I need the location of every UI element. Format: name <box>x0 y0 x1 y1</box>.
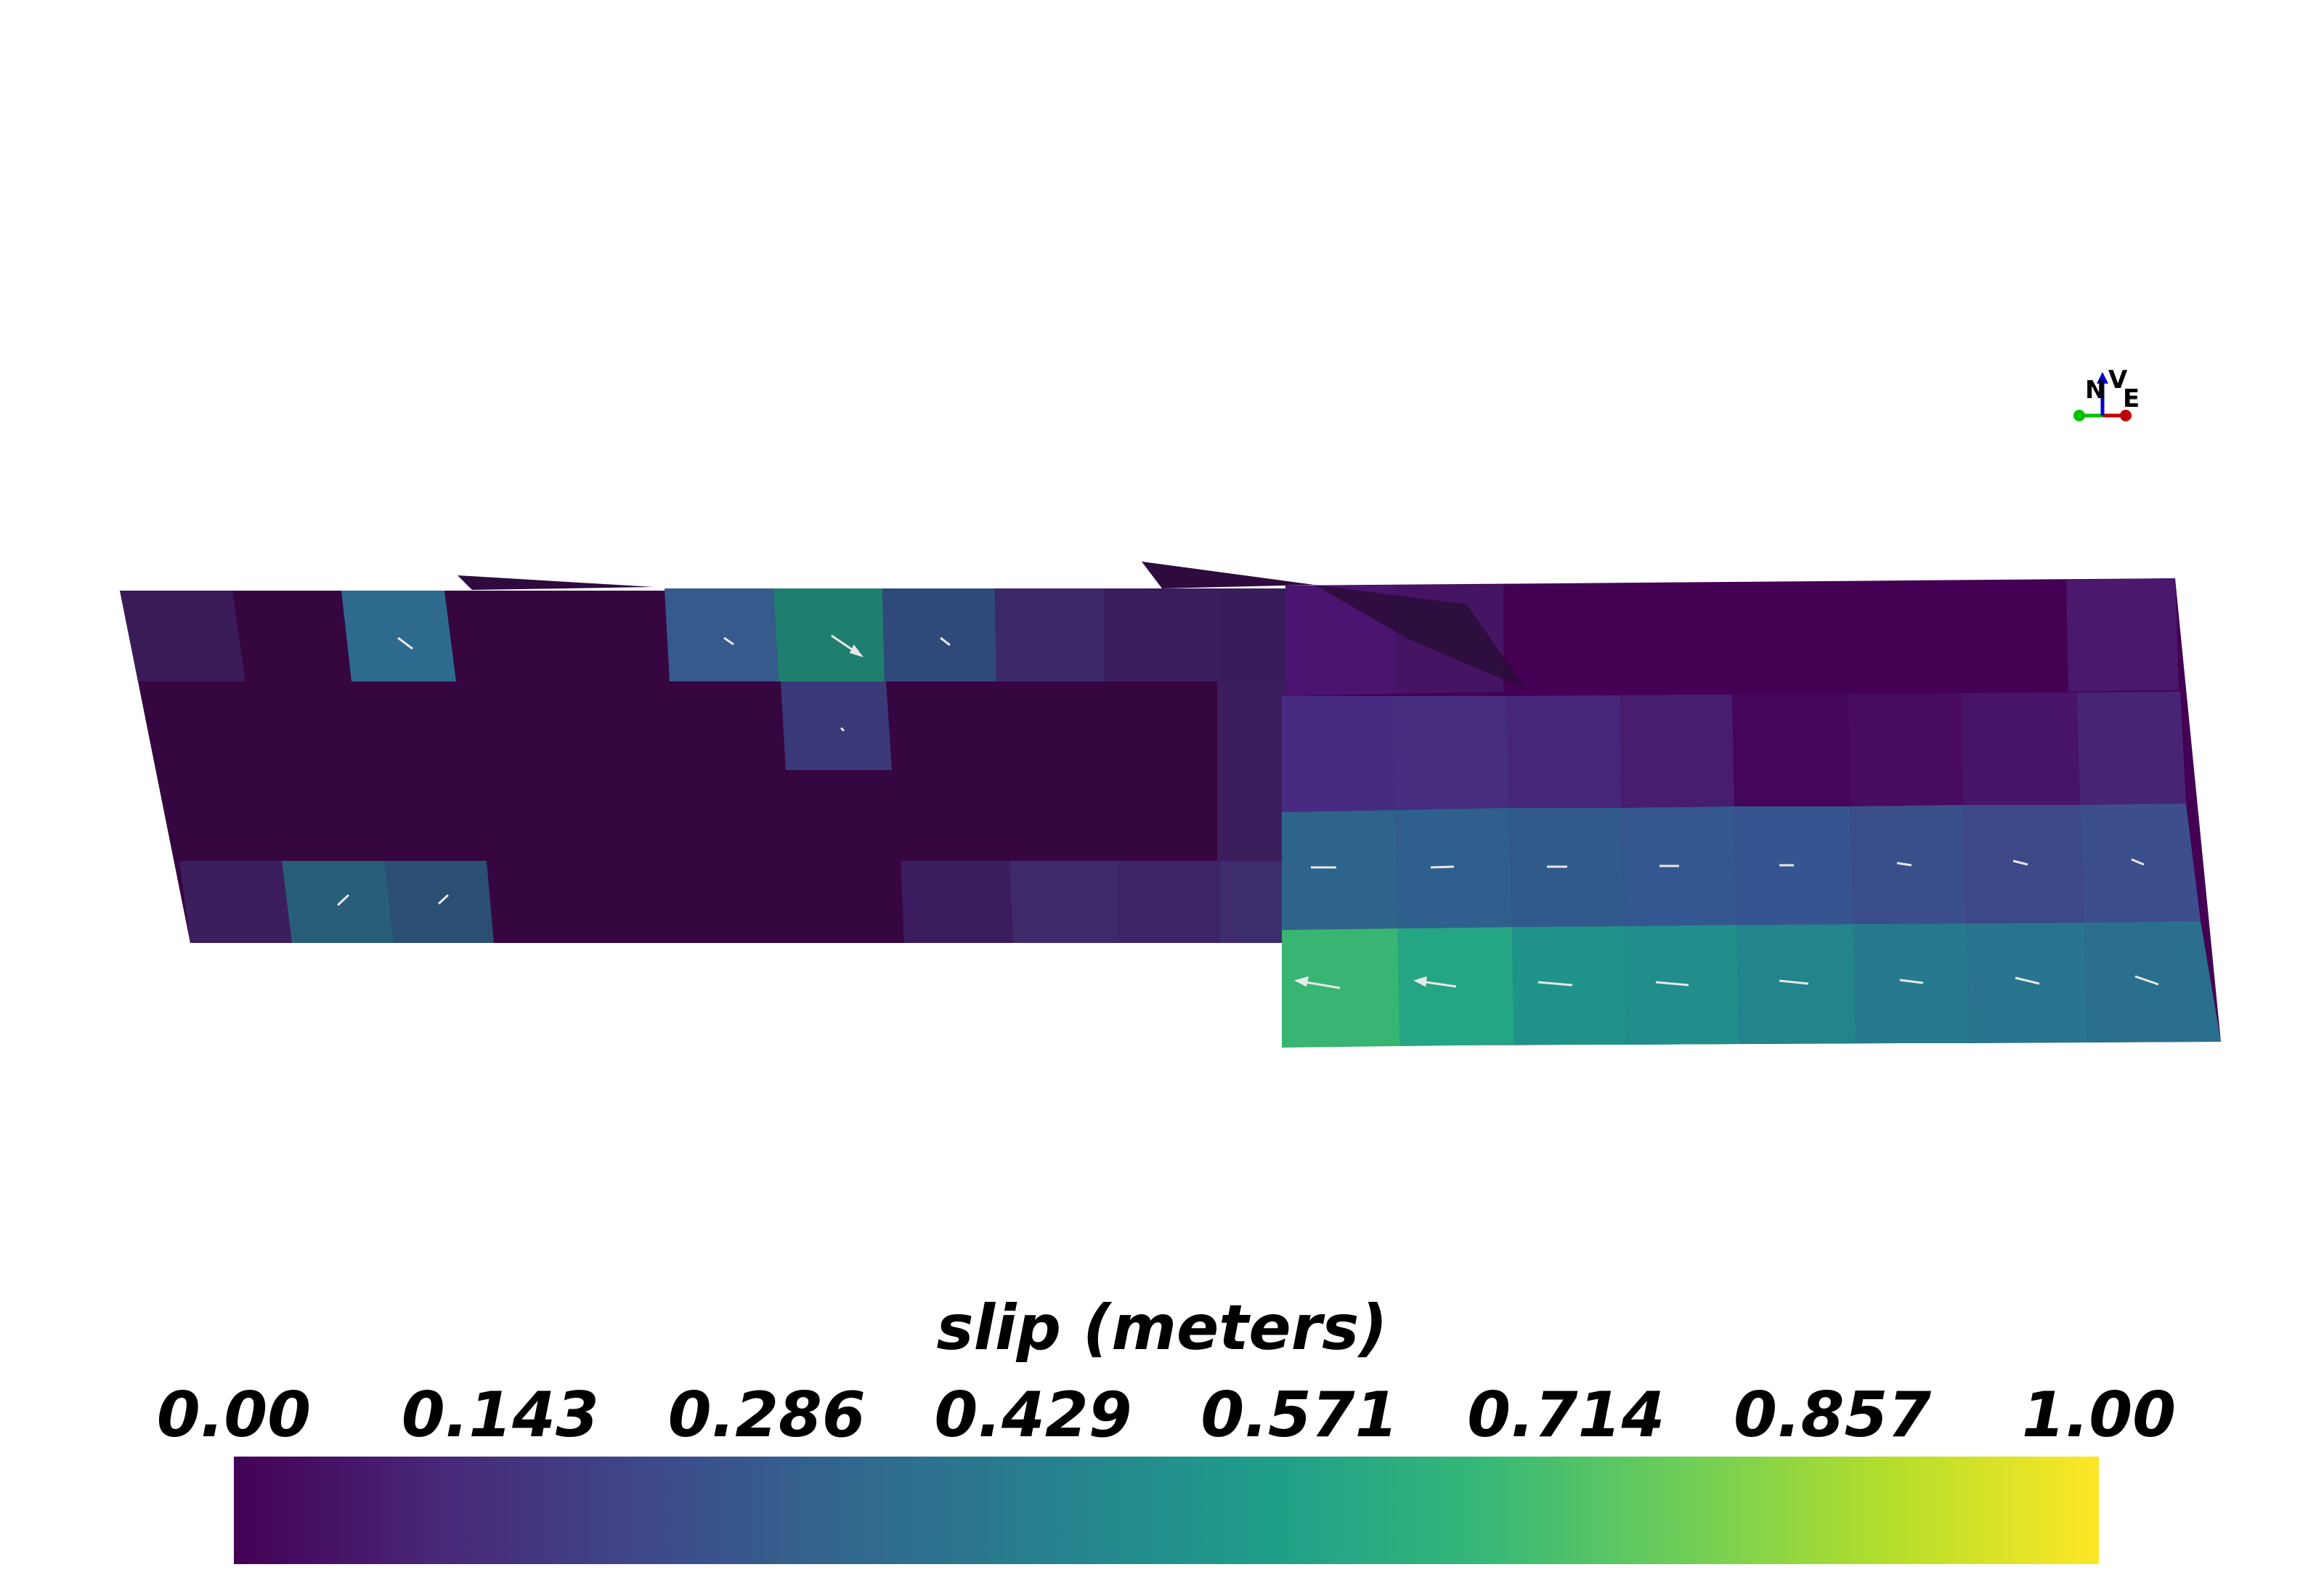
slip-patch <box>781 681 892 770</box>
slip-vector <box>397 636 413 650</box>
slip-vector-head <box>1413 976 1427 987</box>
slip-patch <box>1009 861 1118 943</box>
slip-vector <box>437 894 450 905</box>
colorbar-tick-label: 0.571 <box>1200 1379 1399 1451</box>
slip-patch <box>282 861 394 943</box>
slip-vector-head <box>1293 976 1309 987</box>
colorbar-tick-label: 0.714 <box>1467 1379 1665 1451</box>
orientation-axes: N V E <box>2073 365 2140 421</box>
slip-patch <box>1622 806 1737 926</box>
colorbar-tick-label: 0.143 <box>401 1379 599 1451</box>
slip-patch <box>1118 861 1220 943</box>
fault-segment-top-sliver-1 <box>458 575 654 590</box>
colorbar-tick-label: 0.857 <box>1734 1379 1932 1451</box>
slip-patch <box>341 591 456 681</box>
slip-patch <box>1394 696 1509 810</box>
east-axis-marker <box>2120 410 2132 421</box>
colorbar-tick-label: 0.429 <box>934 1379 1132 1451</box>
slip-patch <box>1732 694 1850 806</box>
slip-patch <box>1217 681 1285 861</box>
slip-patch <box>1853 923 1970 1043</box>
slip-vector <box>1899 979 1924 984</box>
slip-patch <box>882 588 996 681</box>
slip-patch <box>1507 695 1622 808</box>
slip-patch <box>773 588 885 681</box>
slip-vector <box>2134 975 2159 986</box>
colorbar-tick-label: 0.00 <box>156 1379 312 1451</box>
slip-vector <box>2131 858 2145 866</box>
slip-patch <box>1282 810 1398 930</box>
slip-vector <box>940 636 951 647</box>
slip-patch <box>1396 808 1512 928</box>
north-axis-marker <box>2073 410 2085 421</box>
slip-vector <box>723 636 734 646</box>
colorbar-title: slip (meters) <box>936 1292 1388 1364</box>
slip-vector <box>840 726 845 732</box>
segment-overlap-wedge <box>1315 585 1525 689</box>
east-axis-label: E <box>2123 384 2140 413</box>
slip-vector <box>1779 979 1809 985</box>
colorbar-tick-label: 1.00 <box>2021 1379 2177 1451</box>
slip-patch <box>2066 578 2179 692</box>
slip-vectors <box>336 634 2159 989</box>
slip-patch <box>1737 924 1856 1044</box>
slip-patch <box>179 861 292 943</box>
slip-patch <box>665 588 779 681</box>
slip-patch <box>995 588 1104 681</box>
slip-patch <box>1961 692 2080 805</box>
slip-patch <box>2077 692 2186 805</box>
fault-segment-top-sliver-2 <box>1142 562 1315 588</box>
colorbar-tick-label: 0.286 <box>667 1379 866 1451</box>
slip-patch <box>1220 861 1285 943</box>
vertical-axis-label: V <box>2108 365 2128 394</box>
slip-vector <box>2015 976 2040 985</box>
slip-patch <box>1282 696 1396 812</box>
slip-patch <box>1104 588 1220 681</box>
slip-vector <box>1655 981 1689 987</box>
slip-patch <box>1282 928 1400 1048</box>
slip-patch <box>120 591 245 681</box>
slip-patch <box>1848 693 1963 806</box>
slip-patch <box>1967 923 2088 1043</box>
slip-vector <box>336 894 350 907</box>
slip-vector <box>1896 862 1912 867</box>
slip-patch <box>901 861 1013 943</box>
slip-patch <box>1220 588 1285 681</box>
slip-vector-head <box>849 644 864 657</box>
slip-vector <box>2012 859 2028 866</box>
slip-vector <box>1537 981 1573 987</box>
north-axis-label: N <box>2085 376 2105 405</box>
slip-patch <box>1620 695 1734 808</box>
colorbar <box>234 1457 2099 1564</box>
vertical-axis-marker <box>2097 372 2108 384</box>
